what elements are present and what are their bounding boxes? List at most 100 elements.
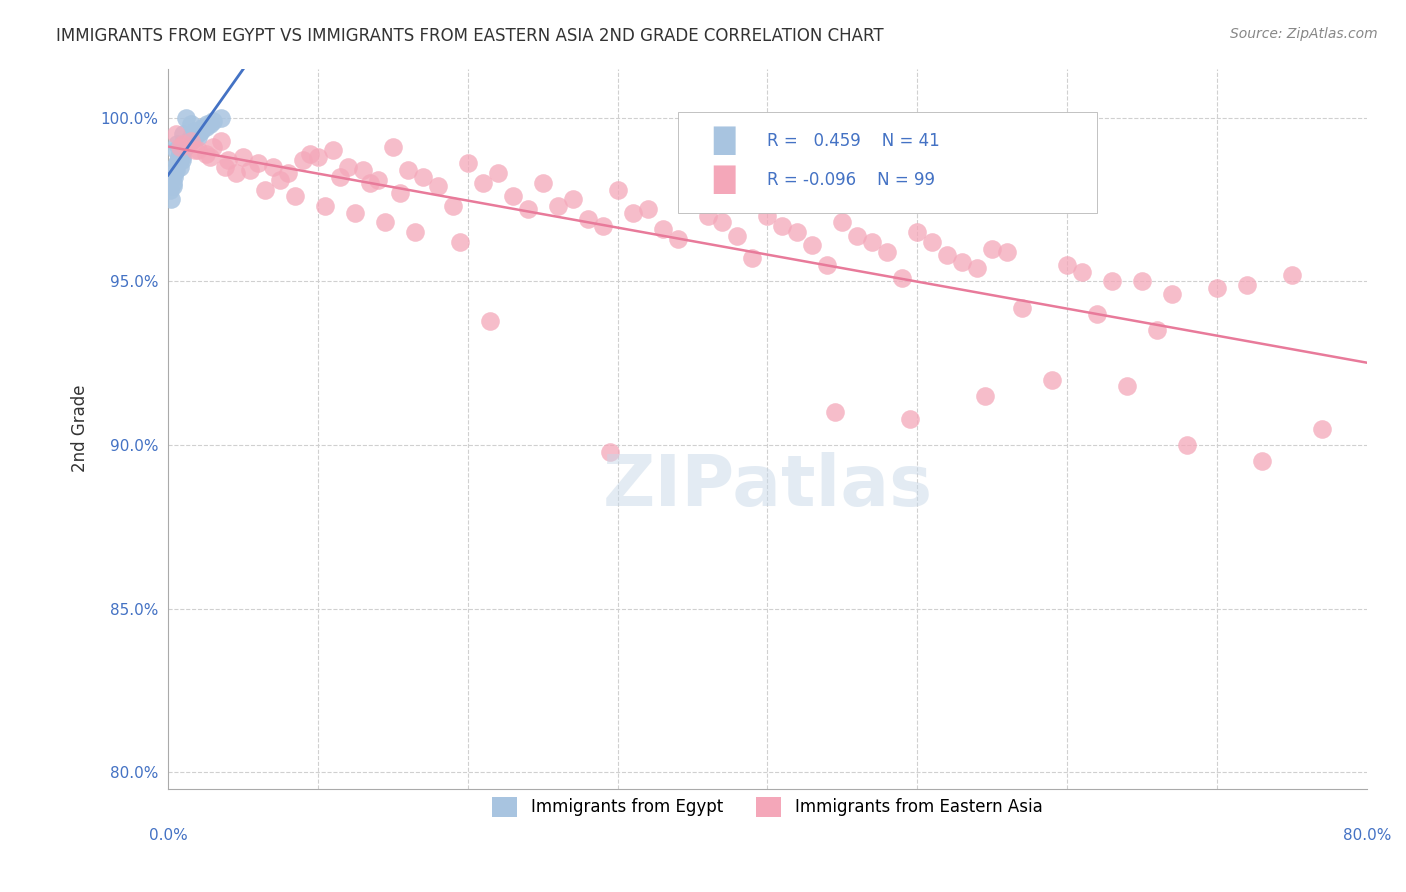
Immigrants from Eastern Asia: [815, 258, 838, 272]
Immigrants from Eastern Asia: [599, 444, 621, 458]
Immigrants from Egypt: [166, 156, 188, 170]
Immigrants from Egypt: [170, 150, 193, 164]
Immigrants from Eastern Asia: [412, 169, 434, 184]
Immigrants from Eastern Asia: [1130, 274, 1153, 288]
Immigrants from Eastern Asia: [180, 134, 202, 148]
Immigrants from Eastern Asia: [846, 228, 869, 243]
Text: █: █: [713, 127, 735, 155]
Immigrants from Eastern Asia: [217, 153, 239, 168]
Immigrants from Eastern Asia: [1116, 379, 1139, 393]
Text: ZIPatlas: ZIPatlas: [602, 452, 932, 521]
Immigrants from Eastern Asia: [1281, 268, 1303, 282]
Immigrants from Eastern Asia: [1056, 258, 1078, 272]
Text: 0.0%: 0.0%: [149, 828, 187, 843]
Immigrants from Eastern Asia: [307, 150, 329, 164]
Immigrants from Eastern Asia: [187, 144, 209, 158]
Immigrants from Egypt: [202, 114, 225, 128]
Immigrants from Eastern Asia: [756, 209, 779, 223]
Immigrants from Eastern Asia: [232, 150, 254, 164]
Immigrants from Eastern Asia: [1236, 277, 1258, 292]
Immigrants from Egypt: [159, 183, 181, 197]
Text: █: █: [713, 166, 735, 194]
Immigrants from Eastern Asia: [801, 238, 824, 252]
Immigrants from Eastern Asia: [381, 140, 404, 154]
Immigrants from Egypt: [173, 140, 195, 154]
Immigrants from Eastern Asia: [172, 136, 194, 151]
Immigrants from Eastern Asia: [404, 225, 426, 239]
Immigrants from Eastern Asia: [973, 389, 995, 403]
Immigrants from Eastern Asia: [995, 244, 1018, 259]
Immigrants from Eastern Asia: [486, 166, 509, 180]
Immigrants from Eastern Asia: [389, 186, 412, 200]
Immigrants from Eastern Asia: [269, 173, 291, 187]
Text: IMMIGRANTS FROM EGYPT VS IMMIGRANTS FROM EASTERN ASIA 2ND GRADE CORRELATION CHAR: IMMIGRANTS FROM EGYPT VS IMMIGRANTS FROM…: [56, 27, 884, 45]
Immigrants from Egypt: [180, 134, 202, 148]
Immigrants from Egypt: [177, 134, 200, 148]
Immigrants from Eastern Asia: [291, 153, 314, 168]
Immigrants from Eastern Asia: [1101, 274, 1123, 288]
Immigrants from Egypt: [169, 146, 191, 161]
Immigrants from Eastern Asia: [891, 271, 914, 285]
Immigrants from Eastern Asia: [876, 244, 898, 259]
Immigrants from Egypt: [183, 130, 205, 145]
Immigrants from Eastern Asia: [936, 248, 959, 262]
Immigrants from Egypt: [162, 176, 184, 190]
Immigrants from Eastern Asia: [198, 150, 221, 164]
Immigrants from Eastern Asia: [1085, 307, 1108, 321]
Immigrants from Eastern Asia: [711, 215, 734, 229]
Immigrants from Eastern Asia: [246, 156, 269, 170]
Immigrants from Eastern Asia: [741, 252, 763, 266]
Immigrants from Eastern Asia: [314, 199, 336, 213]
Immigrants from Eastern Asia: [426, 179, 449, 194]
Immigrants from Eastern Asia: [336, 160, 359, 174]
Immigrants from Egypt: [191, 120, 214, 135]
Immigrants from Egypt: [169, 160, 191, 174]
Immigrants from Egypt: [188, 124, 211, 138]
Immigrants from Eastern Asia: [860, 235, 883, 249]
Immigrants from Egypt: [195, 117, 218, 131]
Immigrants from Eastern Asia: [786, 225, 808, 239]
Immigrants from Eastern Asia: [547, 199, 569, 213]
Immigrants from Eastern Asia: [696, 209, 718, 223]
Immigrants from Egypt: [165, 144, 187, 158]
Immigrants from Eastern Asia: [637, 202, 659, 217]
Immigrants from Eastern Asia: [209, 134, 232, 148]
Immigrants from Egypt: [163, 166, 186, 180]
Immigrants from Eastern Asia: [606, 183, 628, 197]
Immigrants from Egypt: [166, 136, 188, 151]
Immigrants from Egypt: [172, 144, 194, 158]
Immigrants from Eastern Asia: [1040, 373, 1063, 387]
Immigrants from Egypt: [173, 140, 195, 154]
Immigrants from Eastern Asia: [352, 163, 374, 178]
Immigrants from Eastern Asia: [367, 173, 389, 187]
Immigrants from Eastern Asia: [359, 176, 381, 190]
Immigrants from Eastern Asia: [966, 261, 988, 276]
Immigrants from Eastern Asia: [441, 199, 464, 213]
Immigrants from Eastern Asia: [277, 166, 299, 180]
Immigrants from Eastern Asia: [770, 219, 793, 233]
Immigrants from Egypt: [181, 127, 204, 141]
Immigrants from Eastern Asia: [666, 232, 689, 246]
Immigrants from Eastern Asia: [322, 144, 344, 158]
Immigrants from Eastern Asia: [329, 169, 352, 184]
Immigrants from Eastern Asia: [165, 127, 187, 141]
Immigrants from Egypt: [198, 117, 221, 131]
Immigrants from Eastern Asia: [1175, 438, 1198, 452]
Immigrants from Eastern Asia: [254, 183, 277, 197]
Immigrants from Eastern Asia: [576, 212, 599, 227]
Immigrants from Eastern Asia: [374, 215, 396, 229]
Immigrants from Egypt: [209, 111, 232, 125]
Immigrants from Eastern Asia: [592, 219, 614, 233]
Y-axis label: 2nd Grade: 2nd Grade: [72, 385, 89, 473]
Immigrants from Egypt: [160, 193, 183, 207]
Immigrants from Egypt: [184, 124, 207, 138]
Immigrants from Eastern Asia: [239, 163, 262, 178]
Immigrants from Egypt: [186, 127, 208, 141]
Text: R =   0.459    N = 41: R = 0.459 N = 41: [768, 131, 941, 150]
Immigrants from Eastern Asia: [202, 140, 225, 154]
Immigrants from Egypt: [165, 163, 187, 178]
Immigrants from Eastern Asia: [1071, 264, 1094, 278]
Immigrants from Eastern Asia: [396, 163, 419, 178]
Immigrants from Egypt: [187, 130, 209, 145]
Immigrants from Eastern Asia: [479, 313, 502, 327]
